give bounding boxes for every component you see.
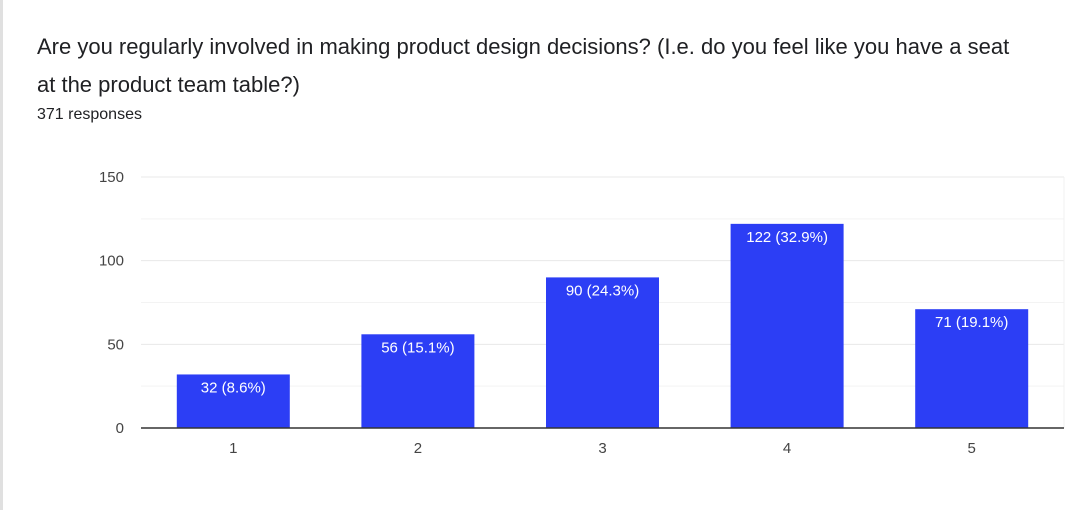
data-label: 122 (32.9%) (746, 229, 828, 246)
bar-chart: 0 50 100 150 32 (8.6%) 1 56 (15.1%) 2 90 (24.3%)… (99, 169, 1065, 457)
x-tick-label: 2 (414, 440, 422, 457)
bar (915, 309, 1029, 428)
x-tick-label: 5 (968, 440, 976, 457)
y-tick-label: 100 (99, 253, 124, 270)
x-tick-label: 1 (229, 440, 237, 457)
bar (546, 277, 659, 428)
y-tick-label: 150 (99, 169, 124, 186)
y-tick-label: 50 (107, 336, 124, 353)
data-label: 71 (19.1%) (935, 314, 1008, 331)
bar (176, 374, 290, 428)
data-label: 56 (15.1%) (381, 339, 454, 356)
y-tick-label: 0 (116, 420, 124, 437)
data-label: 32 (8.6%) (201, 379, 266, 396)
x-tick-label: 3 (598, 440, 606, 457)
data-label: 90 (24.3%) (566, 282, 639, 299)
x-tick-label: 4 (783, 440, 791, 457)
question-title: Are you regularly involved in making pro… (37, 34, 1010, 97)
response-count: 371 responses (37, 106, 142, 123)
bar (730, 223, 844, 428)
bar (361, 334, 475, 428)
